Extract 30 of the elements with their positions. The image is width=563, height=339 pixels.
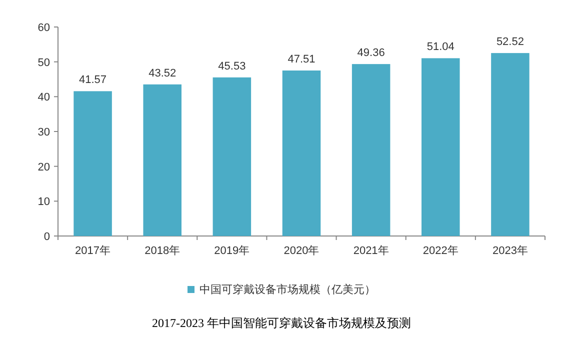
bar [212,77,252,236]
y-tick-label: 40 [38,92,50,104]
bar [282,70,321,236]
bar [422,58,460,236]
bar [74,91,112,236]
y-tick-label: 60 [38,22,50,34]
data-label: 41.57 [79,74,107,86]
x-tick-label: 2021年 [353,245,389,257]
x-tick-label: 2023年 [492,245,528,257]
data-label: 47.51 [288,54,316,66]
bar [143,84,182,236]
bar [352,64,390,236]
x-tick-label: 2019年 [214,245,250,257]
bar [491,53,530,236]
data-label: 51.04 [426,41,454,54]
data-label: 43.52 [148,67,176,80]
x-tick-label: 2017年 [75,245,111,257]
y-tick-label: 30 [38,126,50,138]
legend-label: 中国可穿戴设备市场规模（亿美元） [200,283,376,296]
y-tick-label: 20 [38,161,50,174]
data-label: 45.53 [218,60,246,72]
data-label: 49.36 [357,47,385,60]
y-tick-label: 0 [44,231,50,243]
y-tick-label: 10 [38,196,50,208]
x-tick-label: 2018年 [144,245,180,257]
text: 2017-2023 年中国智能可穿戴设备市场规模及预测 [152,316,411,330]
x-tick-label: 2022年 [422,245,458,257]
y-tick-label: 50 [38,56,50,69]
x-tick-label: 2020年 [284,245,320,257]
data-label: 52.52 [496,36,524,48]
